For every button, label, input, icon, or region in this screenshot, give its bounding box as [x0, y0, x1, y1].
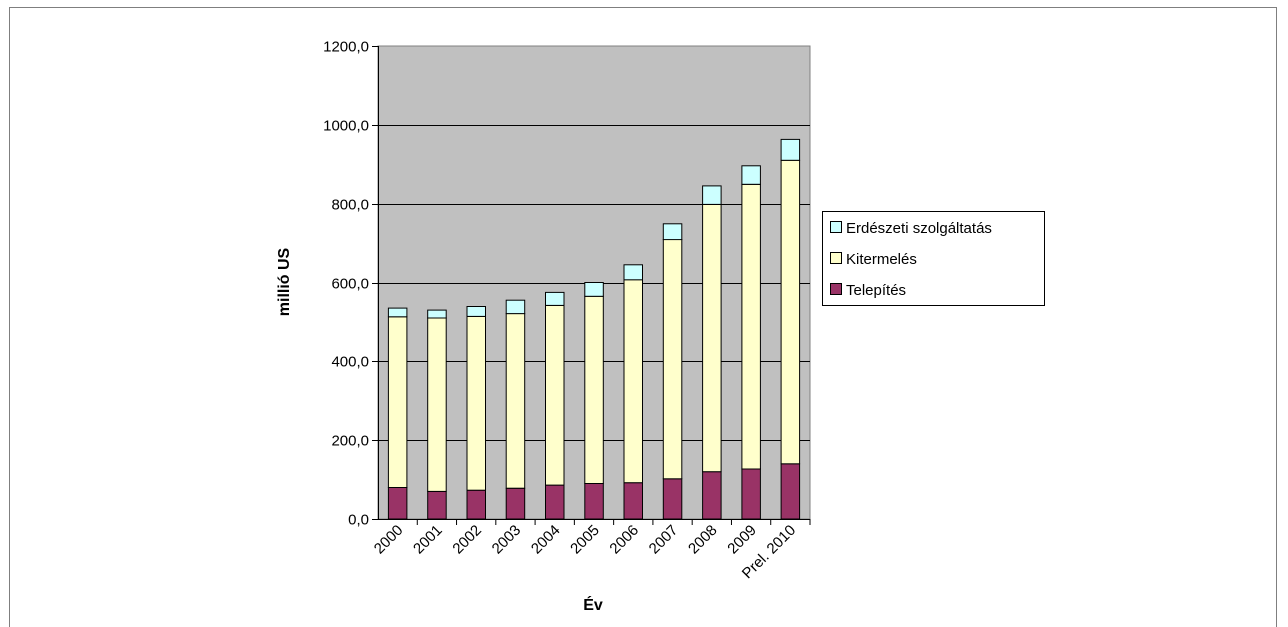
bar-segment-3: [662, 223, 683, 241]
bar-segment-1: [780, 463, 801, 520]
x-tick-label: 2009: [724, 522, 760, 558]
bar-segment-1: [466, 489, 486, 520]
bar-segment-1: [387, 487, 408, 520]
bar-segment-3: [505, 299, 526, 315]
bar-segment-2: [662, 239, 683, 480]
y-tick-label: 0,0: [348, 512, 369, 529]
x-tick-label: 2001: [410, 522, 446, 558]
bar-segment-1: [427, 490, 447, 520]
y-tick-label: 400,0: [331, 354, 369, 371]
y-axis-title: millió US: [276, 247, 293, 316]
x-axis-title: Év: [583, 595, 603, 614]
x-tick-label: 2006: [606, 522, 642, 558]
legend-label: Telepítés: [846, 282, 906, 299]
bar-segment-3: [584, 282, 604, 297]
x-tick-label: 2007: [646, 522, 682, 558]
bar-segment-2: [387, 316, 408, 488]
x-tick-label: 2000: [371, 522, 407, 558]
legend: Erdészeti szolgáltatás Kitermelés Telepíté…: [822, 211, 1045, 306]
bar-segment-3: [780, 138, 801, 161]
bar-segment-3: [545, 291, 565, 306]
bar-segment-2: [545, 304, 565, 486]
legend-label: Erdészeti szolgáltatás: [846, 220, 992, 237]
bar-segment-3: [741, 165, 761, 185]
bar-segment-2: [505, 313, 526, 489]
bar-segment-1: [741, 468, 761, 520]
bar-segment-1: [623, 482, 643, 520]
legend-swatch: [830, 221, 842, 233]
bar-segment-1: [545, 484, 565, 520]
y-tick-label: 1200,0: [323, 39, 369, 56]
bar-segment-2: [427, 317, 447, 492]
bar-segment-1: [662, 478, 683, 520]
x-tick-label: 2005: [567, 522, 603, 558]
legend-swatch: [830, 252, 842, 264]
bar-segment-3: [702, 185, 722, 205]
x-tick-label: 2003: [489, 522, 525, 558]
x-tick-label: 2002: [449, 522, 485, 558]
bars: [387, 138, 801, 520]
bar-segment-1: [702, 471, 722, 520]
bar-segment-1: [584, 483, 604, 520]
bar-segment-1: [505, 487, 526, 520]
bar-segment-2: [741, 183, 761, 470]
bar-segment-2: [780, 159, 801, 465]
bar-segment-3: [427, 309, 447, 319]
y-tick-label: 1000,0: [323, 118, 369, 135]
x-tick-label: 2008: [685, 522, 721, 558]
bar-segment-2: [702, 204, 722, 473]
bar-segment-2: [623, 279, 643, 484]
x-tick-label: 2004: [528, 522, 564, 558]
legend-swatch: [830, 283, 842, 295]
bar-segment-3: [466, 306, 486, 317]
bar-segment-3: [623, 264, 643, 281]
y-tick-label: 800,0: [331, 197, 369, 214]
bar-segment-2: [584, 295, 604, 484]
bar-segment-3: [387, 307, 408, 318]
y-tick-label: 600,0: [331, 276, 369, 293]
bar-segment-2: [466, 315, 486, 491]
legend-box: [822, 211, 1045, 306]
legend-label: Kitermelés: [846, 251, 917, 268]
chart-frame: [9, 7, 1277, 627]
y-tick-label: 200,0: [331, 433, 369, 450]
